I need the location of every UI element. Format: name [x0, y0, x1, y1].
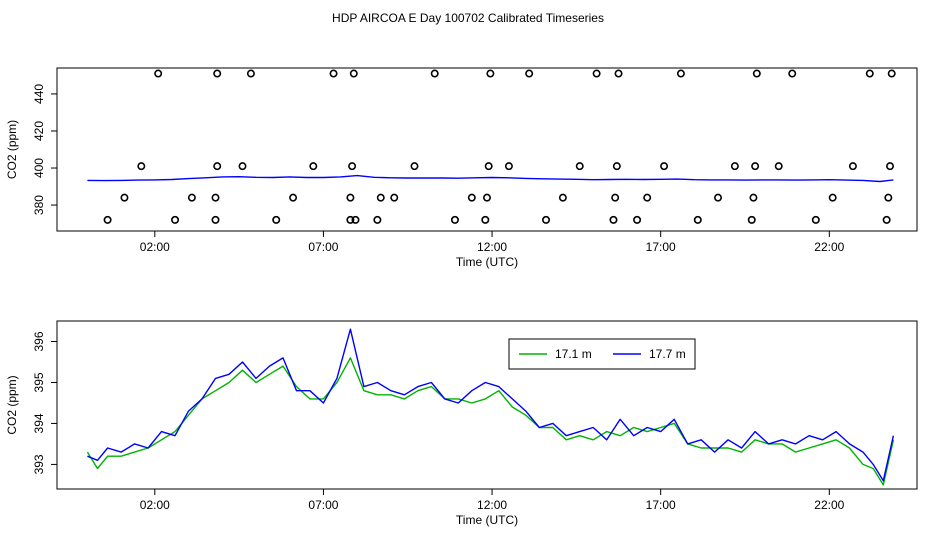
- data-point: [348, 162, 357, 171]
- x-tick-label: 17:00: [646, 240, 676, 254]
- data-point: [481, 215, 490, 224]
- data-point: [120, 193, 129, 202]
- data-point: [633, 215, 642, 224]
- data-point: [272, 215, 281, 224]
- x-axis-label: Time (UTC): [456, 513, 518, 527]
- data-point: [747, 215, 756, 224]
- data-point: [749, 193, 758, 202]
- legend-label: 17.1 m: [555, 347, 592, 361]
- data-point: [542, 215, 551, 224]
- y-tick-label: 380: [32, 195, 46, 215]
- data-point: [482, 193, 491, 202]
- data-point: [730, 162, 739, 171]
- y-axis-label: CO2 (ppm): [5, 375, 19, 434]
- series-line-17-1-m: [86, 357, 895, 486]
- data-point: [884, 193, 893, 202]
- x-tick-label: 07:00: [308, 498, 338, 512]
- data-point: [714, 193, 723, 202]
- x-tick-label: 02:00: [140, 240, 170, 254]
- data-point: [693, 215, 702, 224]
- data-point: [525, 69, 534, 78]
- data-point: [751, 162, 760, 171]
- data-point: [430, 69, 439, 78]
- data-point: [752, 69, 761, 78]
- data-point: [171, 215, 180, 224]
- data-point: [346, 193, 355, 202]
- data-point: [811, 215, 820, 224]
- data-point: [373, 215, 382, 224]
- y-tick-label: 393: [32, 454, 46, 474]
- data-point: [643, 193, 652, 202]
- data-point: [774, 162, 783, 171]
- data-point: [558, 193, 567, 202]
- y-tick-label: 394: [32, 413, 46, 433]
- data-point: [865, 69, 874, 78]
- data-point: [238, 162, 247, 171]
- data-point: [154, 69, 163, 78]
- data-point: [246, 69, 255, 78]
- data-point: [676, 69, 685, 78]
- x-tick-label: 12:00: [477, 240, 507, 254]
- bottom-panel: 02:00 07:00 12:00 17:00 22:00 Time (UTC) 393 39…: [5, 320, 918, 527]
- x-tick-label: 22:00: [814, 498, 844, 512]
- x-tick-label: 07:00: [308, 240, 338, 254]
- data-point: [390, 193, 399, 202]
- x-tick-label: 12:00: [477, 498, 507, 512]
- top-panel: 02:00 07:00 12:00 17:00 22:00 Time (UTC) 380 40…: [5, 67, 918, 269]
- data-point: [450, 215, 459, 224]
- x-tick-label: 02:00: [140, 498, 170, 512]
- data-point: [211, 215, 220, 224]
- x-tick-label: 22:00: [814, 240, 844, 254]
- y-axis-label: CO2 (ppm): [5, 120, 19, 179]
- y-tick-label: 440: [32, 84, 46, 104]
- data-point: [410, 162, 419, 171]
- data-point: [592, 69, 601, 78]
- data-point: [329, 69, 338, 78]
- data-point: [887, 69, 896, 78]
- data-point: [848, 162, 857, 171]
- data-point: [504, 162, 513, 171]
- data-point: [211, 193, 220, 202]
- data-point: [213, 162, 222, 171]
- data-point: [484, 162, 493, 171]
- data-point: [137, 162, 146, 171]
- series-line-17-7-m: [87, 328, 895, 482]
- plot-frame: [56, 320, 918, 490]
- y-tick-label: 400: [32, 158, 46, 178]
- data-point: [611, 193, 620, 202]
- data-point: [309, 162, 318, 171]
- data-point: [660, 162, 669, 171]
- data-point: [376, 193, 385, 202]
- chart-title: HDP AIRCOA E Day 100702 Calibrated Times…: [332, 11, 604, 25]
- data-point: [575, 162, 584, 171]
- data-point: [103, 215, 112, 224]
- series-line-0: [87, 174, 894, 183]
- data-point: [187, 193, 196, 202]
- data-point: [614, 69, 623, 78]
- data-point: [346, 215, 355, 224]
- x-axis-label: Time (UTC): [456, 255, 518, 269]
- data-point: [788, 69, 797, 78]
- data-point: [213, 69, 222, 78]
- data-point: [612, 162, 621, 171]
- y-tick-label: 395: [32, 372, 46, 392]
- data-point: [828, 193, 837, 202]
- y-tick-label: 420: [32, 121, 46, 141]
- y-tick-label: 396: [32, 331, 46, 351]
- data-point: [349, 69, 358, 78]
- plot-frame: [56, 67, 918, 232]
- data-point: [886, 162, 895, 171]
- data-point: [289, 193, 298, 202]
- legend-label: 17.7 m: [649, 347, 686, 361]
- x-tick-label: 17:00: [646, 498, 676, 512]
- data-point: [351, 215, 360, 224]
- data-point: [467, 193, 476, 202]
- data-point: [882, 215, 891, 224]
- data-point: [486, 69, 495, 78]
- data-point: [609, 215, 618, 224]
